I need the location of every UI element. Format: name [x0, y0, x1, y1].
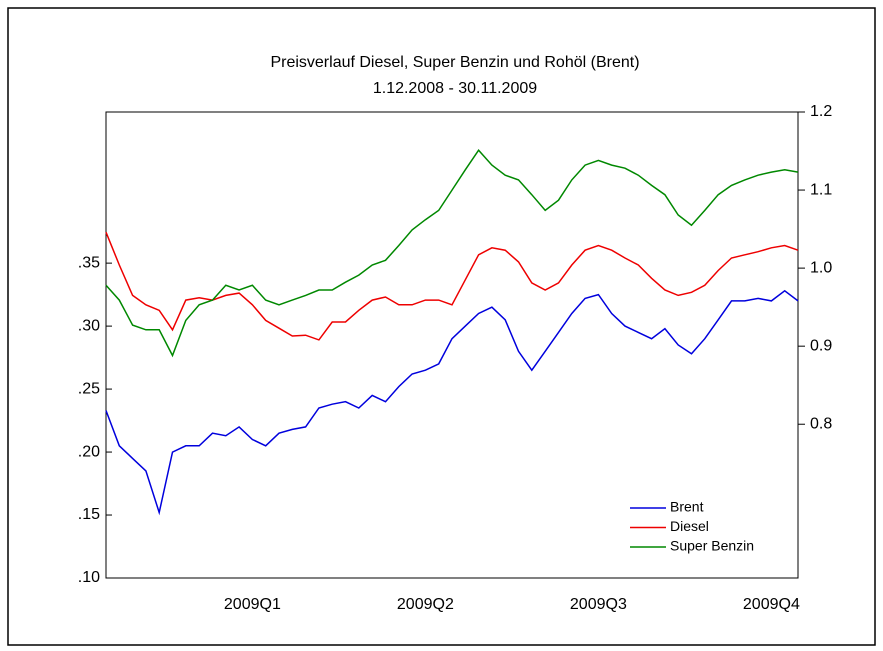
y2-tick-label: 1.1 — [810, 181, 832, 198]
series-line — [105, 289, 799, 516]
y-tick-label: .20 — [78, 443, 100, 460]
legend-label: Diesel — [670, 518, 709, 534]
chart-subtitle: 1.12.2008 - 30.11.2009 — [373, 80, 537, 97]
legend-label: Brent — [670, 499, 704, 515]
y2-tick-label: 1.2 — [810, 103, 832, 120]
frame — [7, 7, 876, 646]
y2-tick-label: 0.9 — [810, 337, 832, 354]
series-line — [105, 231, 799, 341]
x-tick-label: 2009Q2 — [397, 596, 454, 613]
legend-label: Super Benzin — [670, 538, 754, 554]
y2-tick-label: 1.0 — [810, 259, 832, 276]
x-tick-label: 2009Q1 — [224, 596, 281, 613]
series-line — [105, 148, 799, 358]
x-tick-label: 2009Q3 — [570, 596, 627, 613]
y-tick-label: .35 — [78, 254, 100, 271]
x-tick-label: 2009Q4 — [743, 596, 800, 613]
y2-tick-label: 0.8 — [810, 415, 832, 432]
y-tick-label: .10 — [78, 569, 100, 586]
chart-title: Preisverlauf Diesel, Super Benzin und Ro… — [270, 54, 639, 71]
y-tick-label: .30 — [78, 317, 100, 334]
y-tick-label: .25 — [78, 380, 100, 397]
plot-area — [105, 111, 799, 579]
y-tick-label: .15 — [78, 506, 100, 523]
